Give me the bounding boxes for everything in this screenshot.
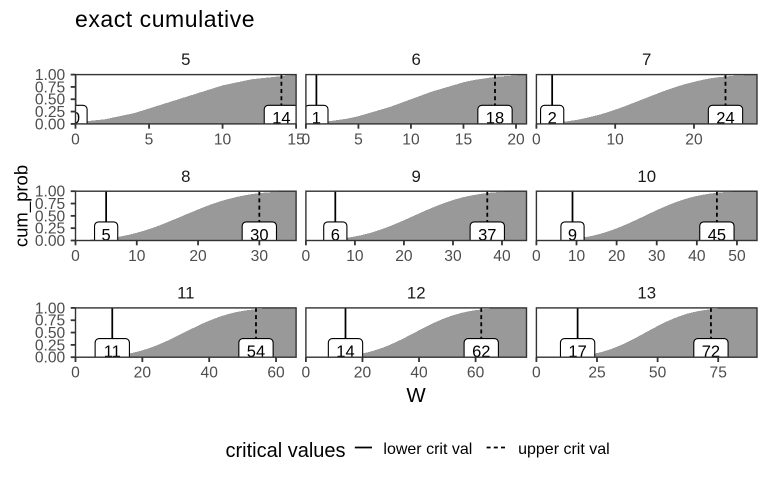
svg-text:20: 20	[507, 131, 525, 148]
svg-text:17: 17	[568, 343, 586, 361]
svg-text:lower crit val: lower crit val	[383, 441, 472, 458]
svg-text:20: 20	[354, 365, 372, 382]
svg-text:0: 0	[71, 248, 80, 265]
svg-text:0.00: 0.00	[35, 350, 66, 367]
svg-text:upper crit val: upper crit val	[518, 441, 610, 458]
svg-text:54: 54	[247, 343, 265, 361]
svg-text:10: 10	[607, 131, 625, 148]
svg-text:0: 0	[302, 248, 311, 265]
svg-text:9: 9	[412, 167, 421, 186]
svg-text:18: 18	[486, 110, 504, 128]
svg-text:13: 13	[637, 284, 656, 303]
svg-text:10: 10	[128, 248, 146, 265]
svg-text:11: 11	[104, 343, 121, 361]
svg-text:0.50: 0.50	[35, 92, 66, 109]
svg-text:1.00: 1.00	[35, 300, 66, 317]
svg-text:20: 20	[189, 248, 207, 265]
svg-text:6: 6	[412, 50, 421, 69]
svg-text:62: 62	[472, 343, 490, 361]
svg-text:critical values: critical values	[226, 440, 346, 462]
svg-text:0.75: 0.75	[35, 79, 66, 96]
svg-text:40: 40	[410, 365, 428, 382]
svg-text:7: 7	[642, 50, 651, 69]
svg-text:10: 10	[568, 248, 586, 265]
svg-text:50: 50	[649, 365, 667, 382]
svg-text:5: 5	[145, 131, 154, 148]
svg-text:10: 10	[214, 131, 232, 148]
svg-text:30: 30	[648, 248, 666, 265]
svg-text:5: 5	[181, 50, 190, 69]
svg-text:1.00: 1.00	[35, 67, 66, 84]
svg-text:0.50: 0.50	[35, 325, 66, 342]
svg-text:0: 0	[532, 365, 541, 382]
svg-text:60: 60	[267, 365, 285, 382]
svg-text:0: 0	[302, 131, 311, 148]
svg-text:14: 14	[272, 110, 290, 128]
svg-text:11: 11	[177, 284, 194, 303]
svg-text:0.25: 0.25	[35, 337, 66, 354]
svg-text:25: 25	[588, 365, 606, 382]
svg-text:exact cumulative: exact cumulative	[75, 6, 255, 32]
svg-text:50: 50	[728, 248, 746, 265]
svg-text:45: 45	[708, 226, 726, 244]
svg-text:30: 30	[250, 226, 268, 244]
svg-text:37: 37	[478, 226, 496, 244]
svg-text:cum_prob: cum_prob	[10, 165, 32, 247]
svg-text:75: 75	[710, 365, 728, 382]
svg-text:0.00: 0.00	[35, 233, 66, 250]
svg-text:15: 15	[455, 131, 473, 148]
svg-text:40: 40	[688, 248, 706, 265]
svg-text:24: 24	[716, 110, 734, 128]
svg-text:6: 6	[331, 226, 340, 244]
svg-text:15: 15	[287, 131, 305, 148]
svg-text:72: 72	[702, 343, 720, 361]
svg-text:2: 2	[548, 110, 557, 128]
svg-text:0.50: 0.50	[35, 208, 66, 225]
svg-text:20: 20	[134, 365, 152, 382]
svg-text:0: 0	[302, 365, 311, 382]
svg-text:0.25: 0.25	[35, 221, 66, 238]
svg-text:20: 20	[608, 248, 626, 265]
svg-text:20: 20	[395, 248, 413, 265]
svg-text:0: 0	[71, 365, 80, 382]
svg-text:0.00: 0.00	[35, 116, 66, 133]
svg-text:0: 0	[71, 110, 80, 128]
svg-text:5: 5	[102, 226, 111, 244]
svg-text:0.75: 0.75	[35, 196, 66, 213]
svg-text:0: 0	[532, 131, 541, 148]
svg-text:5: 5	[354, 131, 363, 148]
svg-text:20: 20	[685, 131, 703, 148]
svg-text:1: 1	[312, 110, 321, 128]
svg-text:10: 10	[402, 131, 420, 148]
svg-text:W: W	[406, 384, 426, 407]
svg-text:10: 10	[346, 248, 364, 265]
svg-text:30: 30	[444, 248, 462, 265]
svg-text:0.75: 0.75	[35, 313, 66, 330]
svg-text:8: 8	[181, 167, 190, 186]
svg-text:1.00: 1.00	[35, 184, 66, 201]
svg-text:12: 12	[407, 284, 426, 303]
svg-text:40: 40	[493, 248, 511, 265]
svg-text:0: 0	[532, 248, 541, 265]
svg-text:40: 40	[201, 365, 219, 382]
svg-text:0.25: 0.25	[35, 104, 66, 121]
svg-text:0: 0	[71, 131, 80, 148]
svg-text:60: 60	[467, 365, 485, 382]
svg-text:9: 9	[568, 226, 577, 244]
svg-text:10: 10	[637, 167, 656, 186]
svg-text:30: 30	[251, 248, 269, 265]
svg-text:14: 14	[336, 343, 354, 361]
